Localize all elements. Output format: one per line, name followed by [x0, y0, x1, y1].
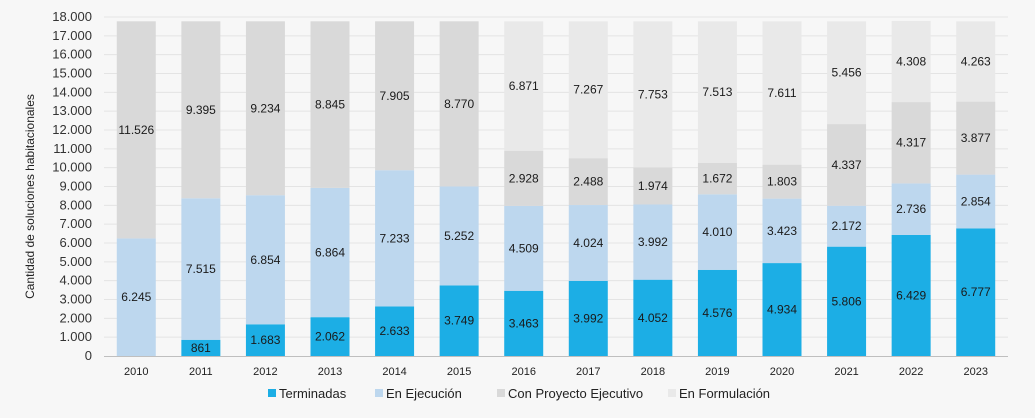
y-tick-label: 12.000: [52, 122, 92, 137]
y-tick-label: 10.000: [52, 160, 92, 175]
data-label: 1.683: [250, 333, 280, 347]
legend-swatch: [497, 389, 505, 397]
data-label: 5.456: [832, 66, 862, 80]
legend-label: En Ejecución: [386, 386, 462, 401]
data-label: 4.337: [832, 158, 862, 172]
data-label: 9.395: [186, 103, 216, 117]
data-label: 6.245: [121, 290, 151, 304]
y-tick-label: 4.000: [59, 273, 92, 288]
data-label: 7.267: [573, 83, 603, 97]
legend-swatch: [668, 389, 676, 397]
data-label: 2.062: [315, 330, 345, 344]
legend-label: Terminadas: [279, 386, 347, 401]
x-tick-label: 2022: [899, 366, 923, 378]
data-label: 5.252: [444, 229, 474, 243]
data-label: 4.317: [896, 136, 926, 150]
y-tick-label: 16.000: [52, 47, 92, 62]
data-label: 8.770: [444, 97, 474, 111]
data-label: 5.806: [832, 294, 862, 308]
y-tick-label: 8.000: [59, 197, 92, 212]
legend-label: En Formulación: [679, 386, 770, 401]
y-tick-label: 11.000: [53, 141, 92, 156]
data-label: 4.576: [702, 306, 732, 320]
y-tick-label: 6.000: [59, 235, 92, 250]
legend-swatch: [375, 389, 383, 397]
chart-svg: 0 1.000 2.000 3.000 4.000 5.000 6.000 7.000 8.00…: [0, 0, 1035, 413]
data-label: 2.736: [896, 202, 926, 216]
data-label: 7.753: [638, 87, 668, 101]
x-tick-label: 2023: [963, 366, 987, 378]
y-tick-label: 13.000: [52, 103, 92, 118]
x-tick-label: 2011: [189, 366, 213, 378]
data-label: 1.672: [702, 172, 732, 186]
data-label: 6.864: [315, 246, 345, 260]
data-label: 7.905: [380, 89, 410, 103]
data-label: 3.992: [573, 311, 603, 325]
x-tick-label: 2010: [124, 366, 148, 378]
data-label: 4.509: [509, 241, 539, 255]
y-tick-label: 14.000: [52, 84, 92, 99]
x-tick-label: 2014: [382, 366, 406, 378]
data-label: 6.429: [896, 288, 926, 302]
x-tick-label: 2013: [318, 366, 342, 378]
data-label: 2.928: [509, 171, 539, 185]
data-label: 1.974: [638, 179, 668, 193]
x-tick-label: 2018: [641, 366, 665, 378]
data-label: 8.845: [315, 98, 345, 112]
data-label: 3.423: [767, 224, 797, 238]
x-tick-label: 2012: [253, 366, 277, 378]
data-label: 861: [191, 341, 211, 355]
y-tick-label: 15.000: [52, 66, 92, 81]
data-label: 4.263: [961, 54, 991, 68]
data-label: 3.749: [444, 314, 474, 328]
y-tick-label: 17.000: [52, 28, 92, 43]
legend-swatch: [268, 389, 276, 397]
data-label: 3.877: [961, 131, 991, 145]
data-label: 7.513: [702, 85, 732, 99]
data-label: 7.515: [186, 262, 216, 276]
x-tick-label: 2019: [705, 366, 729, 378]
data-label: 7.611: [767, 86, 796, 100]
legend-label: Con Proyecto Ejecutivo: [508, 386, 643, 401]
y-tick-label: 3.000: [59, 292, 92, 307]
data-label: 4.010: [702, 225, 732, 239]
y-axis-label: Cantidad de soluciones habitacionales: [23, 94, 37, 299]
y-tick-label: 9.000: [59, 179, 92, 194]
data-label: 6.777: [961, 285, 991, 299]
data-label: 2.854: [961, 194, 991, 208]
x-tick-label: 2016: [511, 366, 535, 378]
data-label: 6.854: [250, 253, 280, 267]
stacked-bar-chart: 0 1.000 2.000 3.000 4.000 5.000 6.000 7.000 8.00…: [0, 0, 1035, 413]
data-label: 1.803: [767, 175, 797, 189]
data-label: 7.233: [380, 231, 410, 245]
data-label: 3.463: [509, 316, 539, 330]
y-tick-label: 0: [85, 348, 92, 363]
y-tick-label: 2.000: [59, 310, 92, 325]
y-tick-label: 1.000: [59, 329, 92, 344]
data-label: 2.633: [380, 324, 410, 338]
data-label: 4.934: [767, 303, 797, 317]
data-label: 11.526: [118, 123, 154, 137]
y-tick-label: 18.000: [52, 9, 92, 24]
x-tick-label: 2021: [834, 366, 858, 378]
data-label: 4.308: [896, 55, 926, 69]
x-tick-label: 2020: [770, 366, 794, 378]
y-tick-label: 5.000: [59, 254, 92, 269]
x-tick-label: 2017: [576, 366, 600, 378]
y-tick-label: 7.000: [59, 216, 92, 231]
data-label: 4.024: [573, 236, 603, 250]
data-label: 2.488: [573, 175, 603, 189]
data-label: 3.992: [638, 235, 668, 249]
x-tick-label: 2015: [447, 366, 471, 378]
data-label: 2.172: [832, 219, 862, 233]
data-label: 4.052: [638, 311, 668, 325]
data-label: 9.234: [250, 101, 280, 115]
data-label: 6.871: [509, 79, 539, 93]
